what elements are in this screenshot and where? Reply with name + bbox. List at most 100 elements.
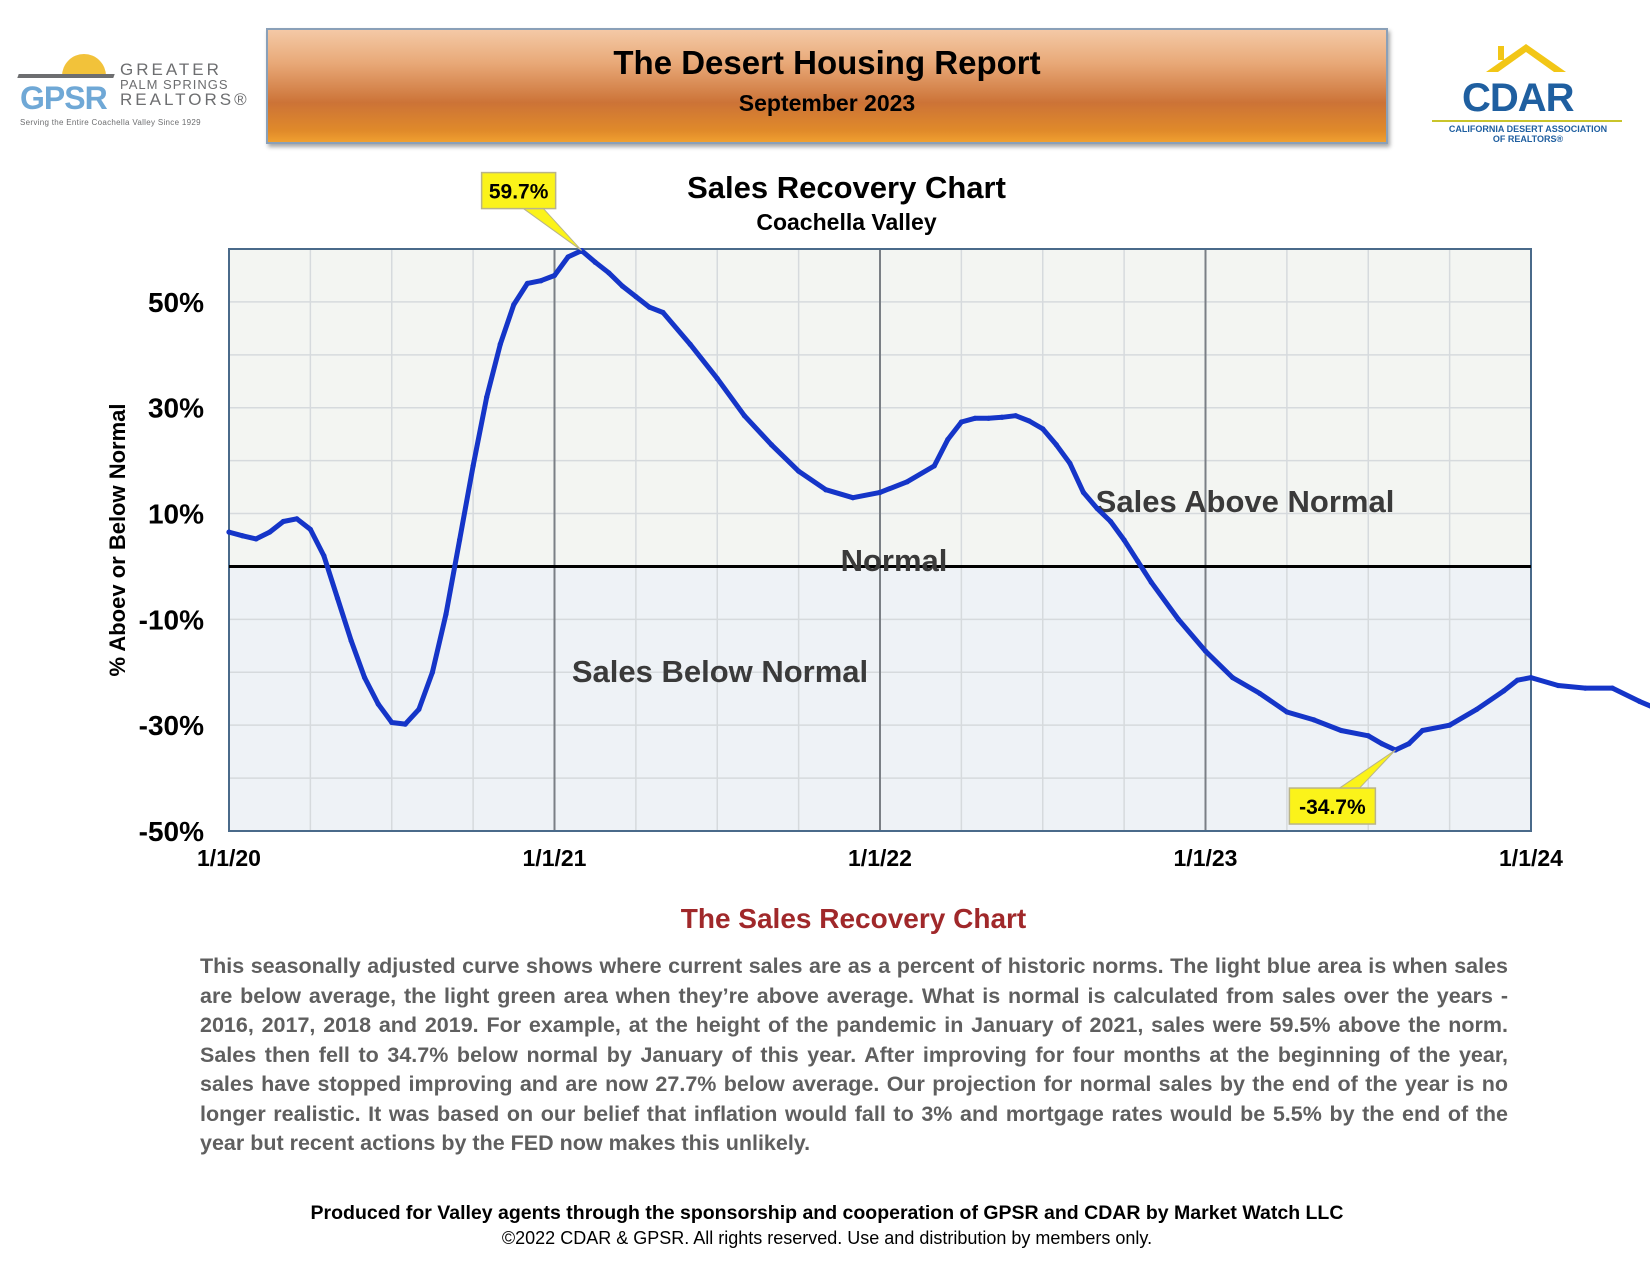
data-point bbox=[348, 637, 354, 644]
data-point bbox=[456, 537, 463, 543]
data-point bbox=[239, 533, 246, 539]
cdar-logo: CDAR CALIFORNIA DESERT ASSOCIATION OF RE… bbox=[1428, 40, 1628, 144]
data-point bbox=[1094, 505, 1100, 511]
x-tick-label: 1/1/24 bbox=[1499, 845, 1563, 871]
data-point bbox=[741, 413, 747, 419]
footer-copyright: ©2022 CDAR & GPSR. All rights reserved. … bbox=[501, 1228, 1153, 1248]
data-point bbox=[1474, 706, 1480, 712]
x-tick-label: 1/1/21 bbox=[523, 845, 587, 871]
data-point bbox=[484, 394, 490, 400]
data-point bbox=[334, 595, 341, 601]
x-tick-label: 1/1/23 bbox=[1174, 845, 1238, 871]
data-point bbox=[538, 278, 544, 284]
data-point bbox=[307, 526, 313, 533]
gpsr-logo-words: GREATER PALM SPRINGS REALTORS® bbox=[120, 60, 250, 109]
data-point bbox=[1175, 616, 1181, 622]
data-point bbox=[1121, 537, 1127, 543]
y-tick-label: 50% bbox=[148, 287, 204, 318]
data-point bbox=[1365, 733, 1371, 739]
cdar-logo-line1: CALIFORNIA DESERT ASSOCIATION bbox=[1448, 124, 1608, 134]
data-point bbox=[633, 294, 639, 300]
y-tick-label: -30% bbox=[139, 710, 204, 741]
data-point bbox=[1053, 442, 1059, 448]
report-banner: The Desert Housing Report September 2023 bbox=[266, 28, 1388, 144]
data-point bbox=[470, 463, 476, 469]
data-point bbox=[321, 553, 327, 559]
data-point bbox=[226, 529, 232, 535]
data-point bbox=[1379, 741, 1385, 747]
data-point bbox=[551, 272, 558, 279]
data-point bbox=[1419, 727, 1426, 734]
data-point bbox=[416, 706, 422, 712]
data-point bbox=[565, 254, 571, 260]
gpsr-logo-line2: PALM SPRINGS bbox=[120, 77, 229, 92]
data-point bbox=[1026, 418, 1032, 424]
callout-label: -34.7% bbox=[1299, 796, 1366, 819]
data-point bbox=[253, 536, 259, 542]
data-point bbox=[646, 304, 653, 310]
data-point bbox=[1148, 579, 1154, 585]
data-point bbox=[1257, 690, 1263, 697]
data-point bbox=[1311, 717, 1317, 723]
data-point bbox=[1582, 685, 1588, 691]
data-point bbox=[619, 283, 625, 289]
y-tick-label: -10% bbox=[139, 604, 204, 635]
data-point bbox=[497, 341, 503, 347]
data-point bbox=[1609, 685, 1615, 691]
cdar-logo-line2: OF REALTORS® bbox=[1492, 134, 1564, 144]
y-tick-label: 30% bbox=[148, 393, 204, 424]
data-point bbox=[1107, 518, 1114, 525]
data-point bbox=[687, 341, 693, 347]
data-point bbox=[511, 301, 517, 308]
x-tick-label: 1/1/20 bbox=[197, 845, 261, 871]
data-point bbox=[1284, 709, 1290, 715]
data-point bbox=[375, 701, 381, 707]
gpsr-logo-line1: GREATER bbox=[120, 60, 222, 79]
data-point bbox=[1555, 682, 1561, 689]
data-point bbox=[796, 468, 802, 474]
callout-0: 59.7% bbox=[480, 171, 582, 251]
y-axis-label: % Aboev or Below Normal bbox=[105, 403, 130, 676]
data-point bbox=[267, 529, 273, 535]
data-point bbox=[931, 463, 937, 469]
data-point bbox=[904, 479, 910, 485]
callout-label: 59.7% bbox=[489, 181, 549, 204]
callout-pointer bbox=[521, 208, 582, 251]
data-point bbox=[280, 518, 286, 525]
data-point bbox=[402, 721, 408, 727]
sales-below-normal-label: Sales Below Normal bbox=[572, 654, 868, 689]
data-point bbox=[1514, 677, 1521, 683]
gpsr-logo-tagline: Serving the Entire Coachella Valley Sinc… bbox=[20, 118, 201, 127]
y-tick-label: -50% bbox=[139, 816, 204, 847]
data-point bbox=[1202, 648, 1209, 654]
y-tick-label: 10% bbox=[148, 499, 204, 530]
data-point bbox=[877, 489, 883, 495]
data-point bbox=[1040, 426, 1046, 432]
data-point bbox=[660, 309, 666, 316]
data-point bbox=[294, 516, 300, 522]
callout-box bbox=[1288, 787, 1377, 825]
explanation-heading: The Sales Recovery Chart bbox=[680, 903, 1027, 934]
plot-border bbox=[228, 248, 1532, 832]
data-point bbox=[985, 415, 992, 421]
data-point bbox=[429, 669, 436, 675]
sales-above-normal-label: Sales Above Normal bbox=[1096, 484, 1395, 519]
normal-label: Normal bbox=[841, 543, 948, 578]
cdar-logo-subtitle: CALIFORNIA DESERT ASSOCIATION OF REALTOR… bbox=[1428, 124, 1628, 144]
sales-recovery-chart: 50% 30% 10% -10% -30% -50%1/1/20 1/1/21 1/1/22 1… bbox=[105, 171, 1650, 871]
data-point bbox=[958, 419, 964, 425]
data-point bbox=[714, 376, 720, 382]
data-point bbox=[362, 674, 368, 681]
data-point bbox=[945, 436, 951, 443]
callout-box bbox=[480, 171, 557, 210]
data-point bbox=[1636, 698, 1643, 704]
data-point bbox=[1338, 727, 1344, 734]
data-point bbox=[823, 487, 829, 493]
house-roof-icon bbox=[1486, 44, 1566, 72]
footer-credit: Produced for Valley agents through the s… bbox=[310, 1202, 1344, 1224]
data-point bbox=[606, 270, 612, 276]
data-point bbox=[768, 442, 775, 448]
data-point bbox=[972, 415, 978, 421]
gpsr-logo-line3: REALTORS® bbox=[120, 90, 250, 109]
report-title: The Desert Housing Report bbox=[613, 44, 1041, 81]
